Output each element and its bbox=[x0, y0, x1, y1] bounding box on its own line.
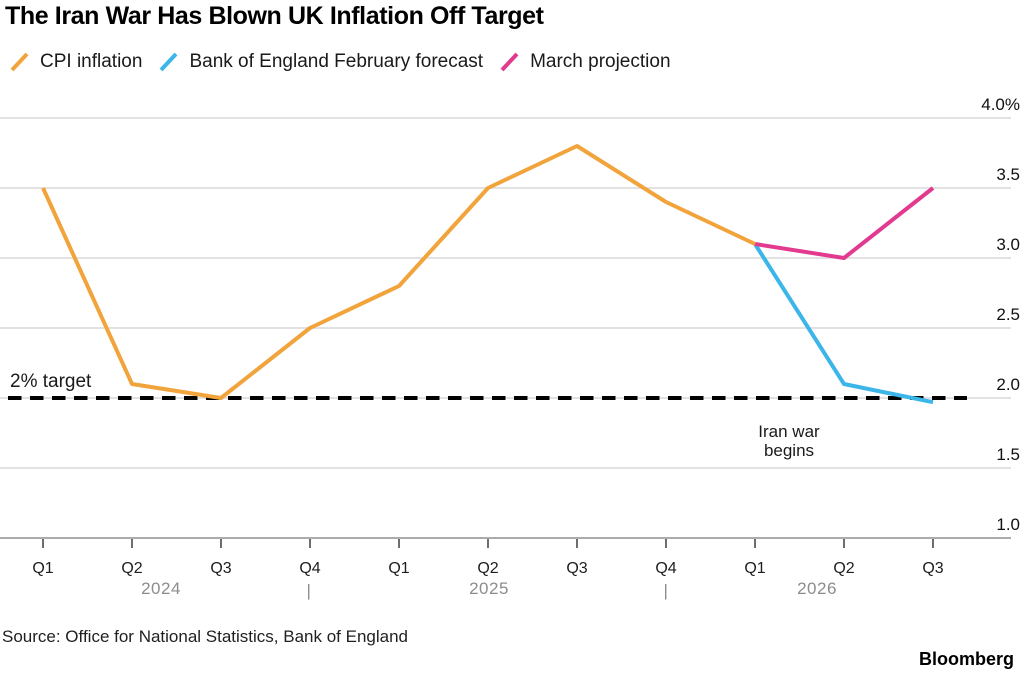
annotation-line-2: begins bbox=[763, 441, 815, 460]
legend-slash-stroke bbox=[500, 52, 519, 72]
series-line-march-projection bbox=[754, 186, 935, 260]
legend-item-bank-of-england-february-forecast: Bank of England February forecast bbox=[157, 51, 483, 73]
x-axis-label-q2-5: Q2 bbox=[477, 560, 498, 577]
x-axis-label-q4-3: Q4 bbox=[299, 560, 320, 577]
y-axis-label-2.0: 2.0 bbox=[996, 375, 1020, 394]
x-axis-label-q1-4: Q1 bbox=[388, 560, 409, 577]
legend-slash-stroke bbox=[10, 52, 29, 72]
legend-slash-icon bbox=[500, 52, 519, 72]
year-label-2024: 2024 bbox=[141, 579, 181, 598]
chart-title: The Iran War Has Blown UK Inflation Off … bbox=[5, 2, 544, 30]
annotation-iran-war-begins: Iran war begins bbox=[729, 422, 849, 460]
x-axis-label-q2-1: Q2 bbox=[121, 560, 142, 577]
bloomberg-logo: Bloomberg bbox=[918, 649, 1014, 669]
x-axis-label-q4-7: Q4 bbox=[655, 560, 676, 577]
y-axis-label-3.0: 3.0 bbox=[996, 235, 1020, 254]
legend-slash-icon bbox=[159, 52, 178, 72]
legend-item-march-projection: March projection bbox=[498, 51, 671, 73]
x-axis-label-q3-10: Q3 bbox=[922, 560, 943, 577]
legend-item-label: CPI inflation bbox=[40, 51, 143, 72]
y-axis-label-2.5: 2.5 bbox=[996, 305, 1020, 324]
x-axis-label-q1-8: Q1 bbox=[744, 560, 765, 577]
x-axis-label-q2-9: Q2 bbox=[833, 560, 854, 577]
source-text: Source: Office for National Statistics, … bbox=[2, 627, 409, 646]
legend: CPI inflation Bank of England February fo… bbox=[8, 51, 671, 73]
annotation-line-1: Iran war bbox=[758, 422, 820, 441]
y-axis-label-4.0%: 4.0% bbox=[981, 95, 1020, 114]
year-separator-0: | bbox=[307, 581, 312, 600]
x-axis-label-q3-2: Q3 bbox=[210, 560, 231, 577]
y-axis-label-1.0: 1.0 bbox=[996, 515, 1020, 534]
legend-slash-stroke bbox=[159, 52, 178, 72]
year-label-2025: 2025 bbox=[469, 579, 509, 598]
year-separator-1: | bbox=[664, 581, 669, 600]
x-axis-label-q1-0: Q1 bbox=[32, 560, 53, 577]
y-axis-label-1.5: 1.5 bbox=[996, 445, 1020, 464]
legend-item-label: Bank of England February forecast bbox=[189, 51, 484, 72]
series-line-bank-of-england-february-forecast bbox=[753, 242, 934, 405]
series-line-cpi-inflation bbox=[41, 144, 756, 400]
target-line-label: 2% target bbox=[10, 371, 92, 392]
legend-slash-icon bbox=[10, 52, 29, 72]
y-axis-label-3.5: 3.5 bbox=[996, 165, 1020, 184]
x-axis-label-q3-6: Q3 bbox=[566, 560, 587, 577]
legend-item-cpi-inflation: CPI inflation bbox=[8, 51, 142, 73]
legend-item-label: March projection bbox=[530, 51, 671, 72]
year-label-2026: 2026 bbox=[797, 579, 837, 598]
